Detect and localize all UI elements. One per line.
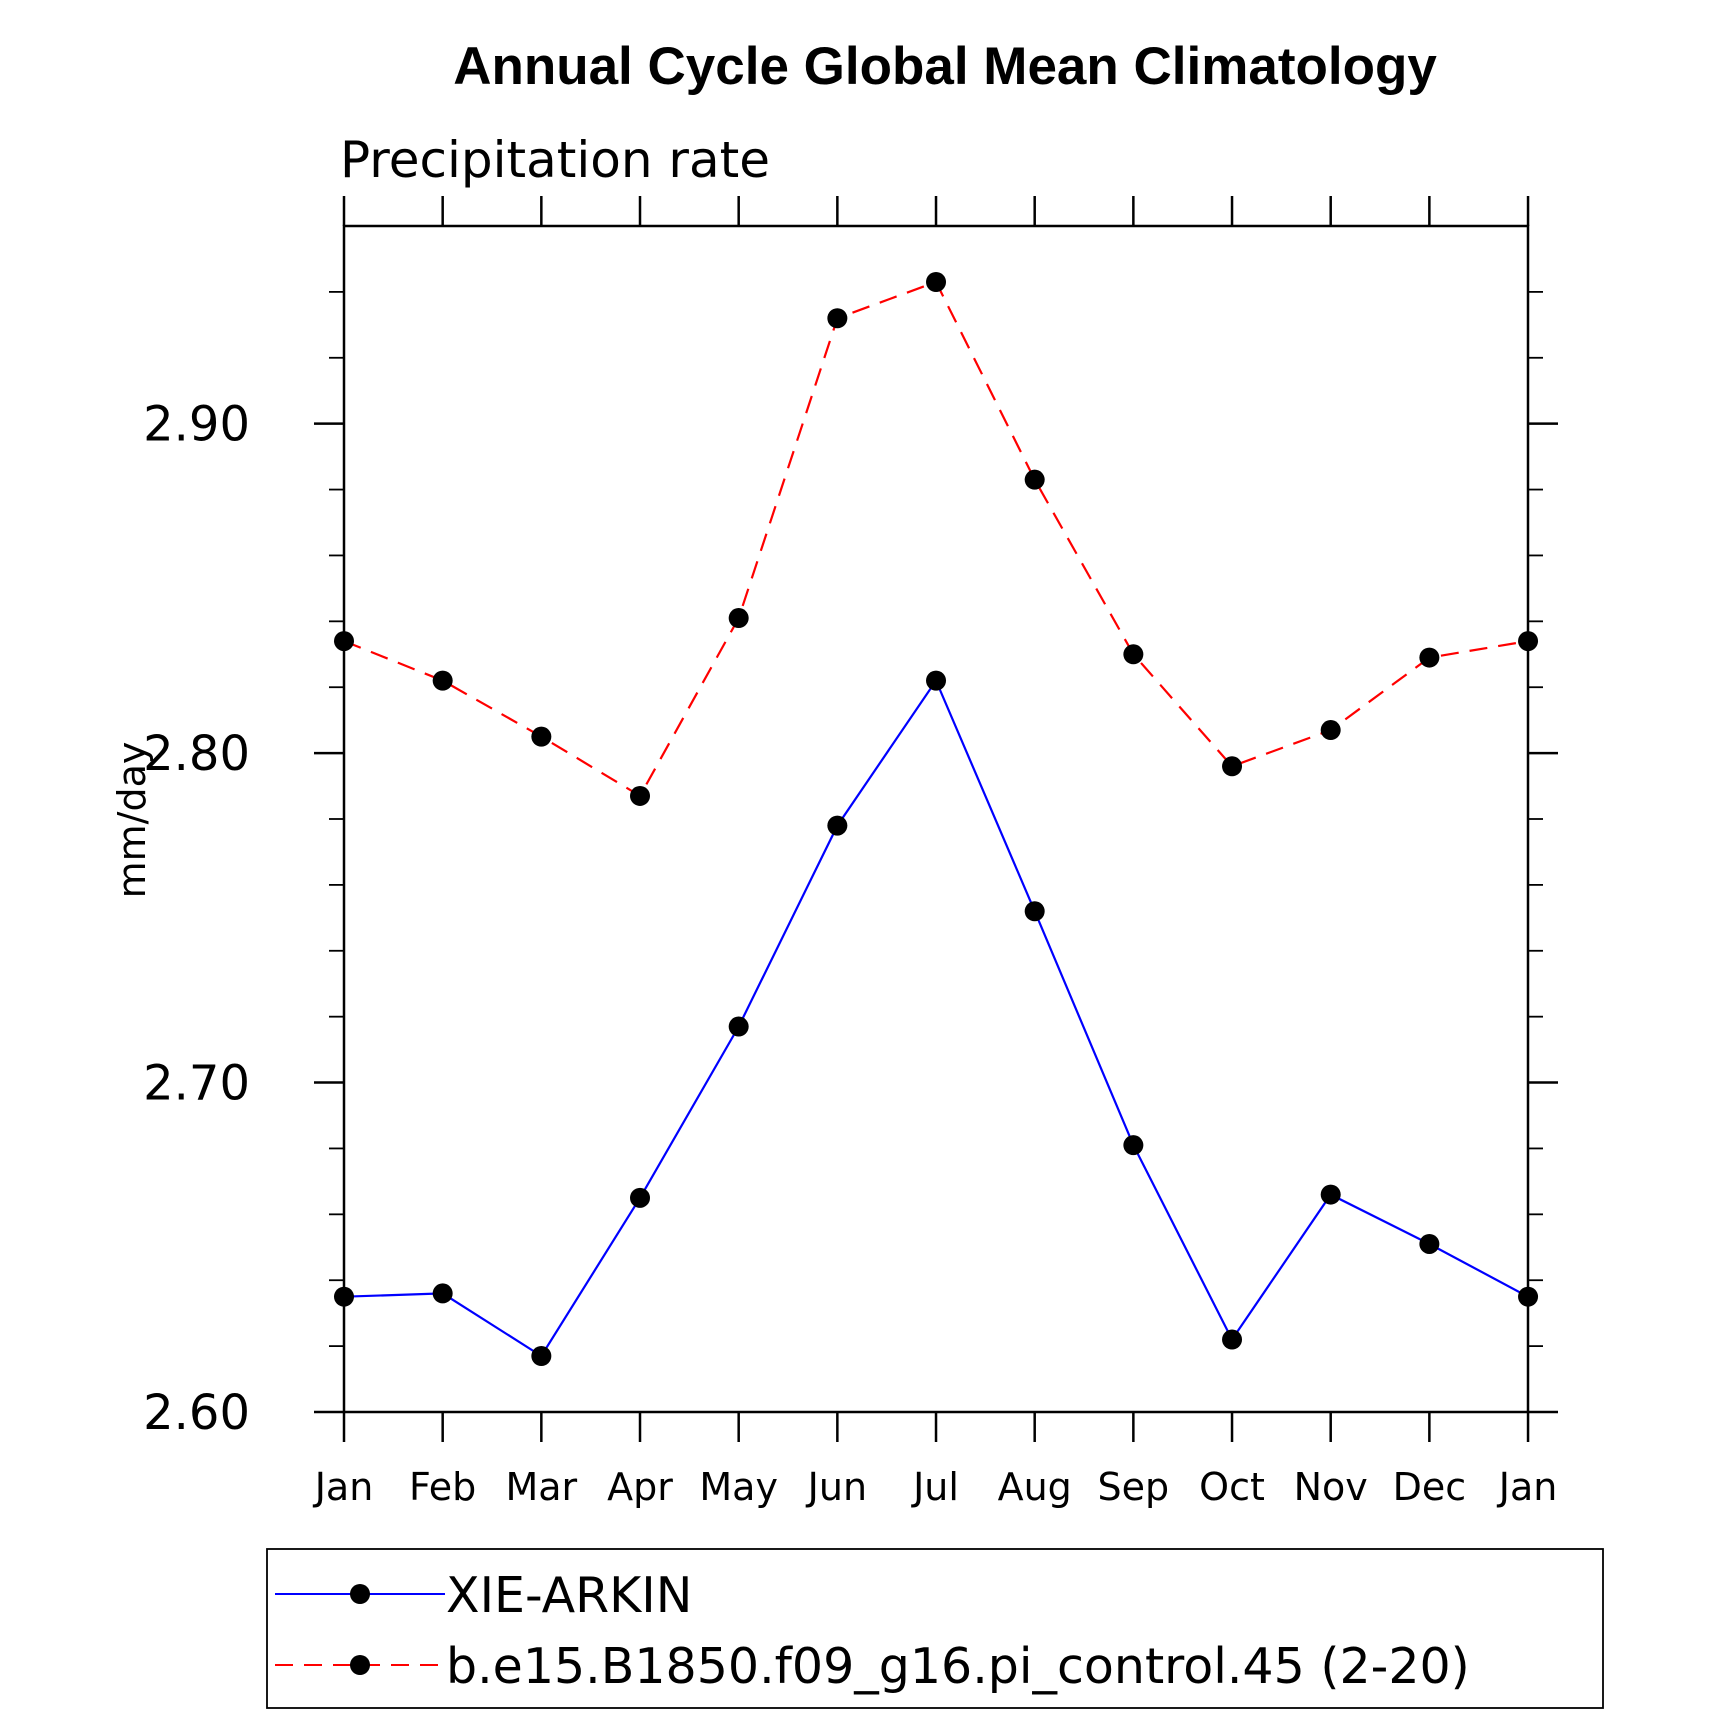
data-point-series-1 [334,631,354,652]
x-tick-label: Jun [806,1465,867,1509]
data-point-series-0 [926,670,947,691]
data-point-series-0 [1123,1135,1144,1156]
y-tick-label: 2.60 [143,1385,250,1441]
y-tick-label: 2.90 [143,397,250,453]
data-point-series-1 [1024,469,1045,490]
legend-label-pi-control: b.e15.B1850.f09_g16.pi_control.45 (2-20) [446,1638,1470,1695]
series-line-0 [343,678,1529,1358]
x-tick-label: Aug [998,1465,1072,1509]
data-point-series-0 [728,1016,749,1037]
data-point-series-1 [432,670,453,691]
y-tick-label: 2.70 [143,1056,250,1112]
plot-frame [342,224,1530,1414]
data-point-series-0 [1518,1286,1539,1307]
x-tick-label: Mar [505,1465,577,1509]
legend: XIE-ARKIN b.e15.B1850.f09_g16.pi_control… [266,1548,1604,1709]
data-point-series-1 [926,272,947,293]
data-point-series-1 [630,785,651,806]
data-point-series-0 [630,1187,651,1208]
x-tick-label: Apr [607,1465,673,1509]
legend-box [266,1548,1604,1709]
data-point-series-0 [531,1345,552,1366]
chart-subtitle: Precipitation rate [340,131,770,189]
data-point-series-0 [432,1283,453,1304]
data-point-series-1 [728,608,749,629]
x-tick-label: Jul [911,1465,959,1509]
legend-marker-pi-control [350,1655,370,1675]
data-point-series-0 [1320,1184,1341,1205]
x-tick-label: Feb [409,1465,476,1509]
x-tick-label: Dec [1393,1465,1467,1509]
x-tick-label: Jan [313,1465,374,1509]
data-point-series-1 [827,308,848,329]
axis-ticks [314,196,1558,1442]
data-point-series-1 [1419,647,1440,668]
x-tick-label: Sep [1098,1465,1170,1509]
x-tick-label: Nov [1294,1465,1368,1509]
x-tick-label: Jan [1497,1465,1558,1509]
data-point-series-0 [827,815,848,836]
data-point-series-1 [1123,644,1144,665]
x-tick-label: May [699,1465,778,1509]
legend-marker-xie-arkin [350,1584,370,1604]
legend-label-xie-arkin: XIE-ARKIN [446,1567,692,1624]
data-point-series-0 [1222,1329,1243,1350]
data-point-series-0 [1024,901,1045,922]
chart-title: Annual Cycle Global Mean Climatology [453,37,1437,96]
data-point-series-0 [334,1286,354,1307]
data-point-series-1 [1222,756,1243,777]
y-tick-label: 2.80 [143,726,250,782]
data-point-series-1 [1320,720,1341,741]
data-point-series-0 [1419,1233,1440,1254]
x-tick-label: Oct [1199,1465,1265,1509]
tick-labels: Jan Feb Mar Apr May Jun Jul Aug Sep Oct Nov Dec Jan 2… [143,397,1557,1509]
y-axis-label: mm/day [110,742,154,899]
series-line-1 [343,280,1529,798]
data-point-series-1 [531,726,552,747]
data-point-series-1 [1518,631,1539,652]
plot-series [334,272,1539,1366]
